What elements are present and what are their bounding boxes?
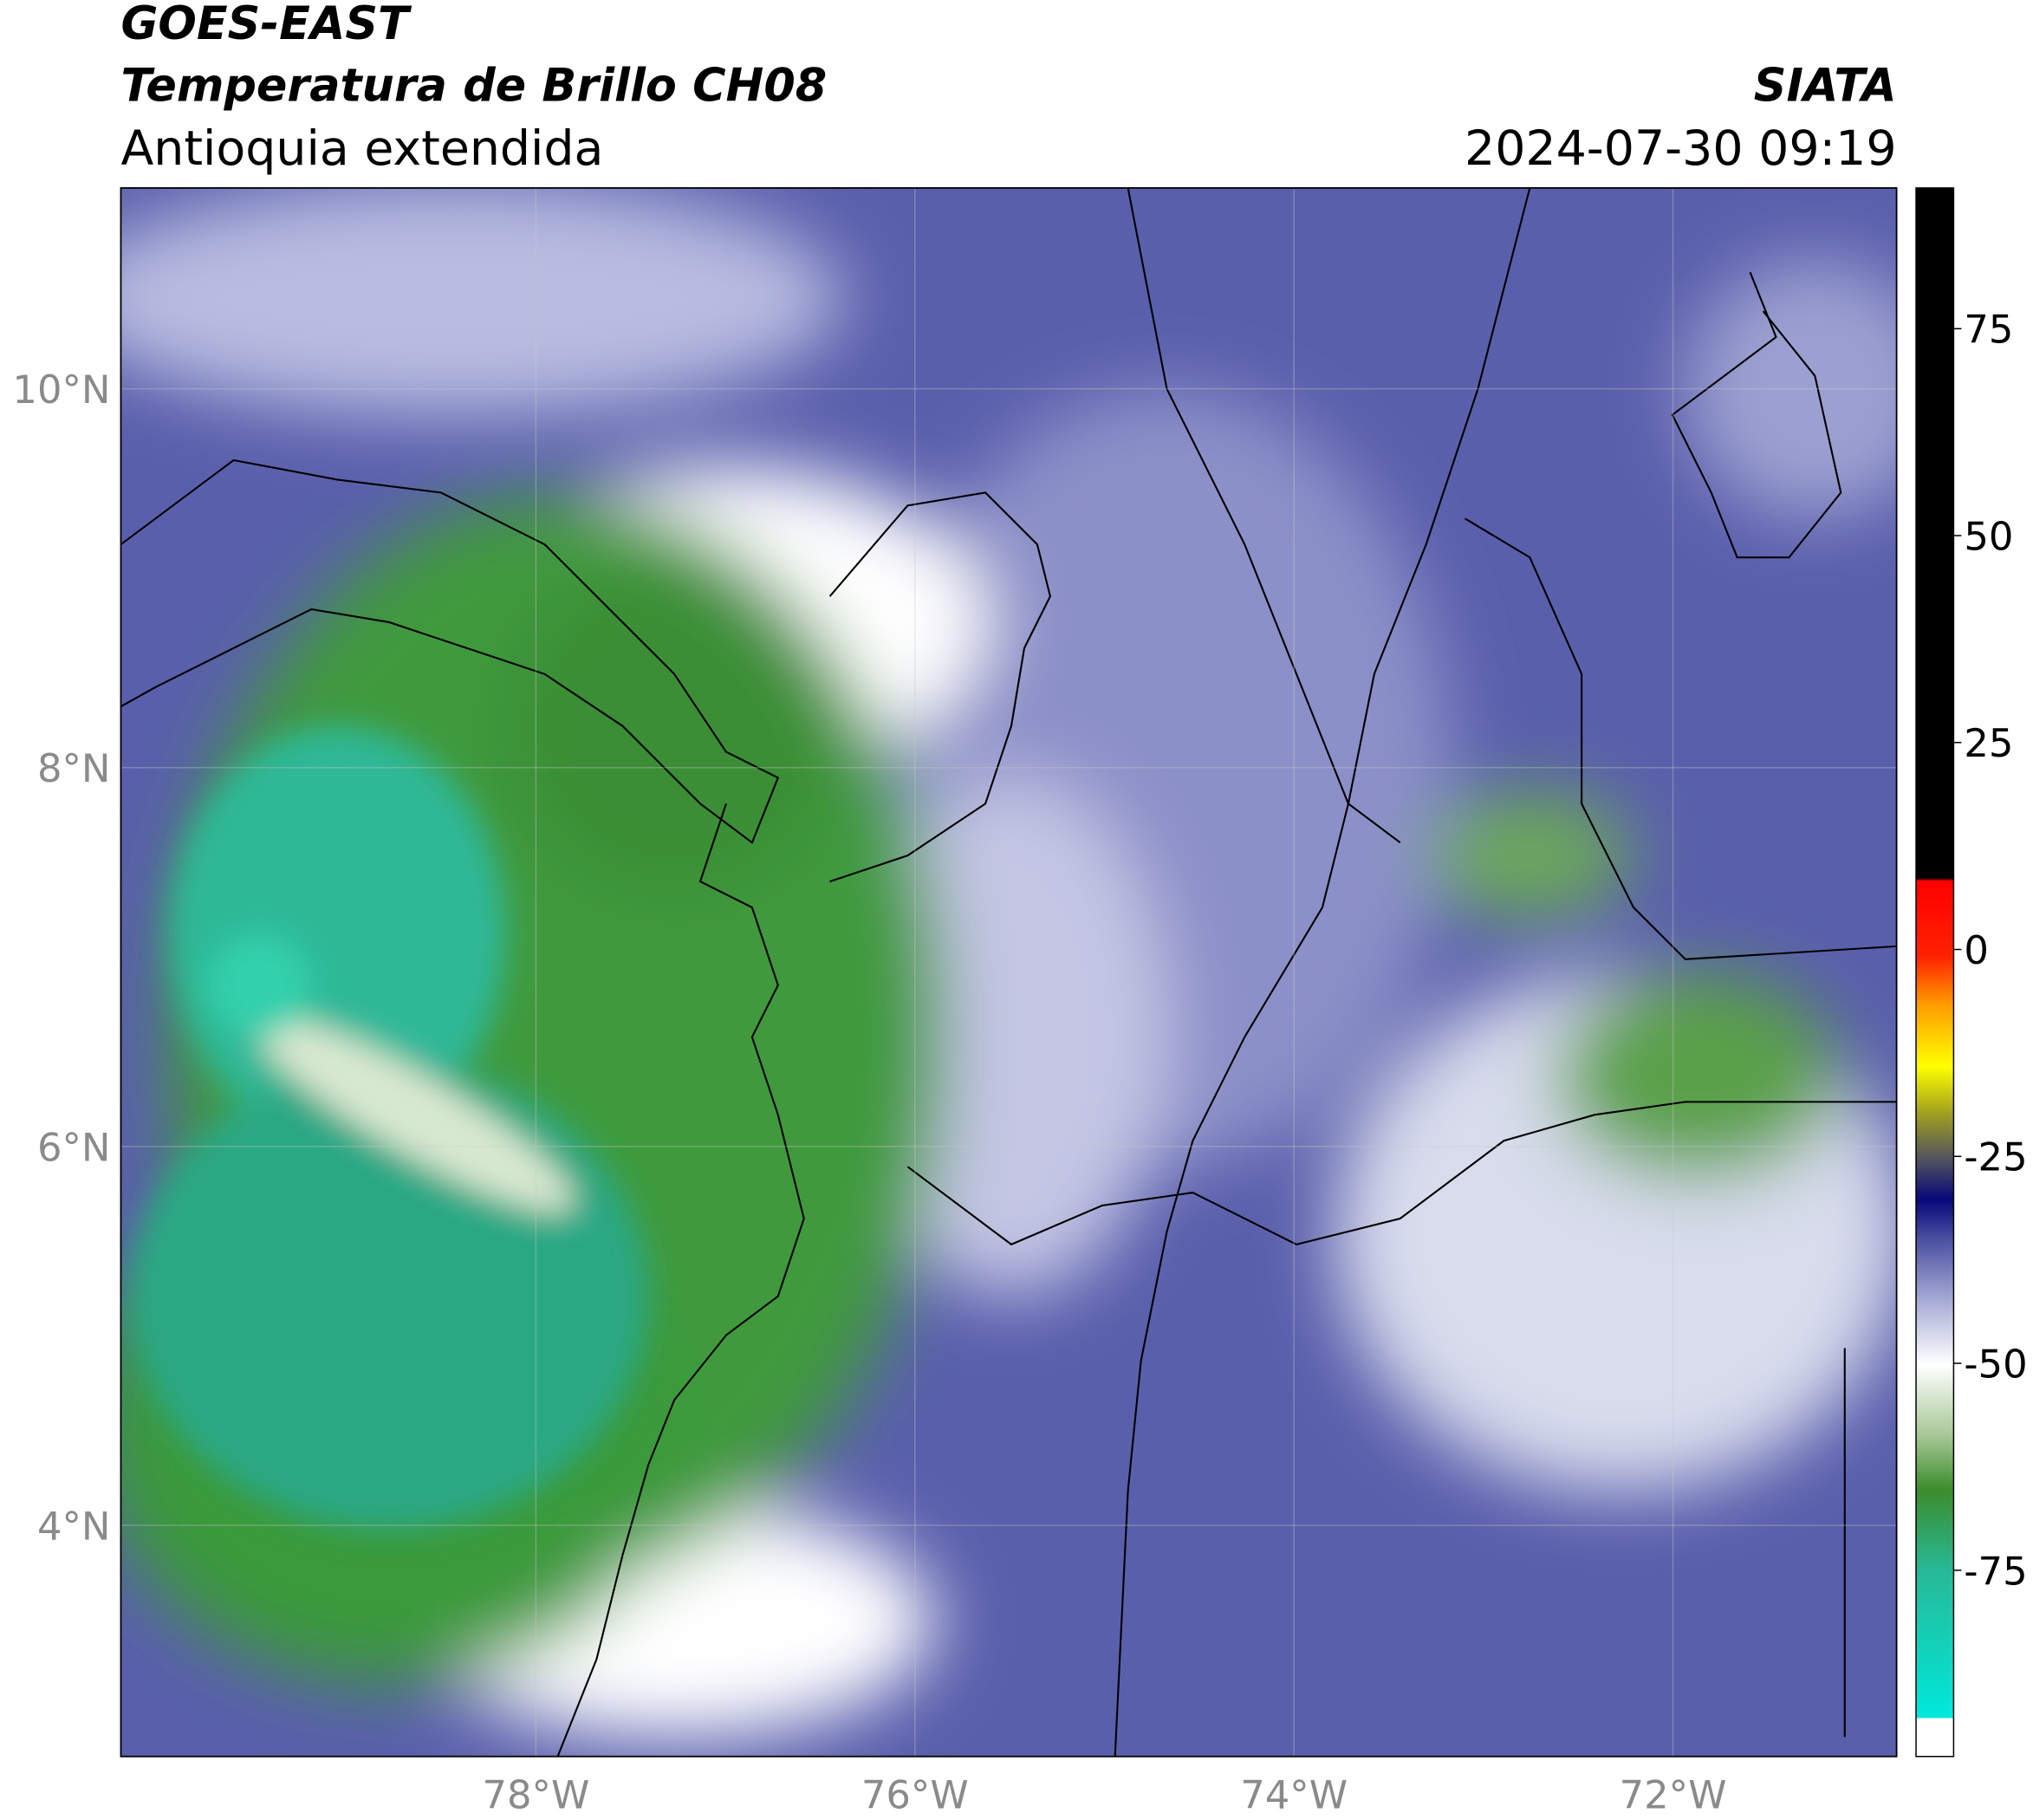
subtitle: Temperatura de Brillo CH08 — [120, 60, 827, 113]
colorbar-tick-label: 0 — [1964, 927, 1989, 973]
colorbar-tick-label: 50 — [1964, 513, 2013, 559]
colorbar-tick-label: -50 — [1964, 1342, 2027, 1388]
colorbar-tick-label: -75 — [1964, 1548, 2027, 1594]
y-tick-label: 10°N — [12, 367, 110, 413]
x-tick-label: 78°W — [482, 1772, 589, 1818]
title: GOES-EAST — [120, 0, 412, 50]
source: SIATA — [1754, 60, 1897, 113]
x-tick-label: 74°W — [1240, 1772, 1348, 1818]
colorbar-tick-label: -25 — [1964, 1134, 2027, 1180]
colorbar — [1915, 187, 1955, 1758]
x-tick-label: 76°W — [861, 1772, 969, 1818]
x-tick-label: 72°W — [1620, 1772, 1727, 1818]
map-frame — [120, 186, 1898, 1758]
colorbar-tick-label: 25 — [1964, 720, 2013, 766]
y-tick-label: 6°N — [37, 1124, 111, 1170]
region: Antioquia extendida — [120, 121, 603, 177]
satellite-image — [120, 187, 1897, 1757]
y-tick-label: 4°N — [37, 1503, 111, 1549]
y-tick-label: 8°N — [37, 745, 111, 791]
datetime: 2024-07-30 09:19 — [1465, 121, 1897, 177]
grid — [120, 187, 1897, 1757]
colorbar-tick-label: 75 — [1964, 307, 2013, 353]
